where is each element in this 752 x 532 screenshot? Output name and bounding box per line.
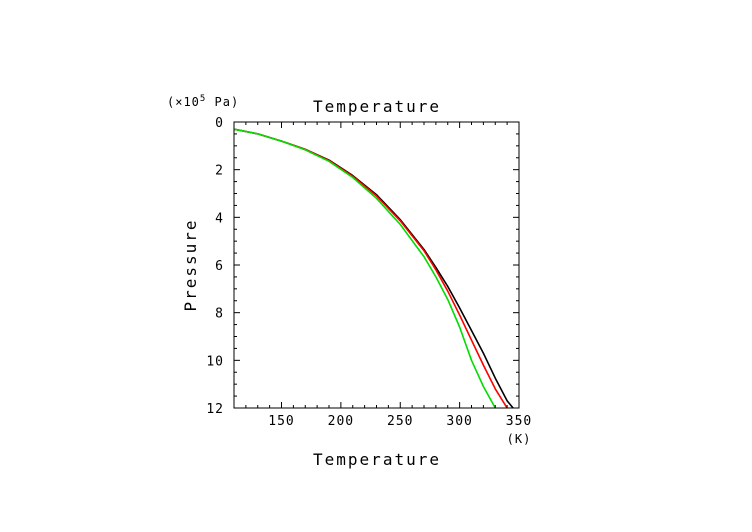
x-tick-label: 200 (328, 414, 354, 429)
series-line-3 (234, 128, 496, 408)
series-line-1 (234, 128, 514, 408)
series-line-2 (234, 128, 508, 408)
y-axis-unit: (×105 Pa) (167, 94, 239, 109)
axes-layer: 150 200 250 300 350 0 2 4 6 8 10 12 (206, 116, 532, 429)
x-tick-label: 300 (446, 414, 472, 429)
series-layer (234, 128, 514, 408)
svg-text:(×105 Pa): (×105 Pa) (167, 94, 239, 109)
y-unit-suffix: Pa) (206, 95, 239, 109)
x-tick-label: 350 (506, 414, 532, 429)
y-unit-prefix: (×10 (167, 95, 200, 109)
y-tick-label: 2 (215, 164, 224, 179)
y-tick-label: 0 (215, 116, 224, 131)
y-tick-label: 6 (215, 259, 224, 274)
y-tick-label: 10 (206, 354, 224, 369)
x-axis-unit: (K) (507, 432, 532, 446)
y-unit-exponent: 5 (200, 94, 206, 104)
x-tick-label: 250 (387, 414, 413, 429)
x-axis-label: Temperature (313, 450, 441, 469)
y-tick-label: 12 (206, 402, 224, 417)
y-tick-label: 4 (215, 211, 224, 226)
plot-frame (233, 121, 520, 409)
y-tick-label: 8 (215, 307, 224, 322)
y-axis-label: Pressure (181, 218, 200, 311)
x-tick-label: 150 (268, 414, 294, 429)
chart-title: Temperature (313, 97, 441, 116)
